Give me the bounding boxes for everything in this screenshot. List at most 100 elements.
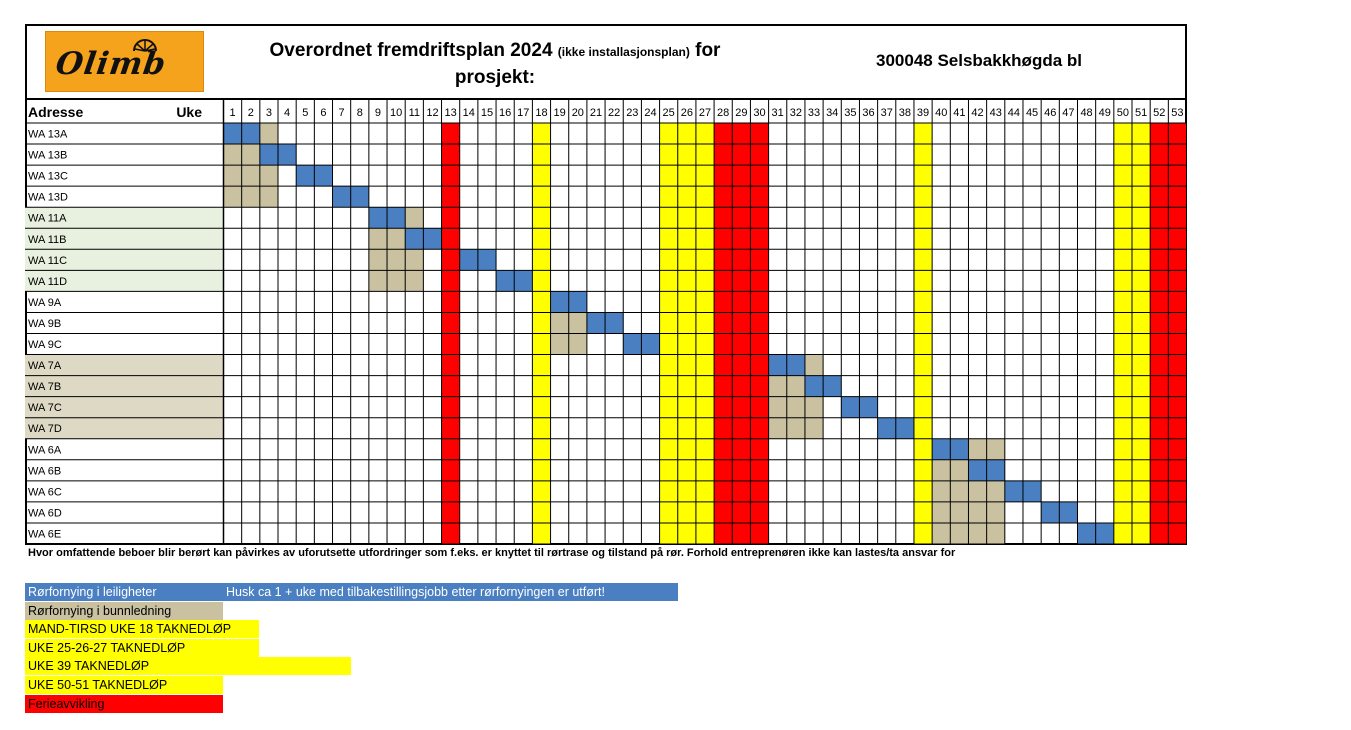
bunnledning-cell [387, 249, 406, 271]
week-number: 16 [499, 107, 511, 119]
leilighet-cell [1095, 522, 1114, 544]
address-header: Adresse [28, 104, 83, 120]
legend-note: Husk ca 1 + uke med tilbakestillingsjobb… [223, 583, 678, 601]
bunnledning-cell [387, 270, 406, 292]
week-number: 51 [1135, 107, 1147, 119]
leilighet-cell [1077, 522, 1096, 544]
week-number: 9 [375, 107, 381, 119]
bunnledning-cell [932, 480, 951, 502]
page-title: Overordnet fremdriftsplan 2024 (ikke ins… [240, 38, 750, 91]
week-number: 48 [1080, 107, 1092, 119]
week-number: 27 [699, 107, 711, 119]
week-number: 25 [663, 107, 675, 119]
bunnledning-cell [387, 228, 406, 250]
bunnledning-cell [405, 249, 424, 271]
address-label: WA 9A [28, 297, 62, 309]
address-band [25, 375, 223, 397]
bunnledning-cell [768, 417, 787, 439]
leilighet-cell [895, 417, 914, 439]
leilighet-cell [459, 249, 478, 271]
leilighet-cell [623, 333, 642, 355]
leilighet-cell [314, 165, 333, 187]
legend-item: UKE 50-51 TAKNEDLØP [25, 676, 223, 694]
bunnledning-cell [986, 501, 1005, 523]
address-label: WA 9C [28, 339, 62, 351]
week-number: 21 [590, 107, 602, 119]
address-label: WA 13A [28, 129, 68, 141]
bunnledning-cell [950, 480, 969, 502]
leilighet-cell [1022, 480, 1042, 502]
address-label: WA 6B [28, 465, 61, 477]
address-label: WA 13C [28, 171, 68, 183]
week-number: 33 [808, 107, 820, 119]
leilighet-cell [568, 291, 587, 313]
leilighet-cell [641, 333, 660, 355]
leilighet-cell [1004, 480, 1023, 502]
legend-label: MAND-TIRSD UKE 18 TAKNEDLØP [28, 622, 232, 637]
address-label: WA 13B [28, 150, 67, 162]
address-label: WA 7A [28, 360, 62, 372]
leilighet-cell [804, 375, 824, 397]
leilighet-cell [968, 459, 987, 481]
week-number: 22 [608, 107, 620, 119]
title-tail: for [695, 40, 721, 61]
week-number: 37 [881, 107, 893, 119]
week-number: 10 [390, 107, 402, 119]
address-band [25, 354, 223, 376]
bunnledning-cell [405, 207, 424, 229]
week-number: 28 [717, 107, 729, 119]
gear-icon [133, 39, 157, 52]
leilighet-cell [477, 249, 497, 271]
bunnledning-cell [550, 312, 569, 334]
leilighet-cell [423, 228, 442, 250]
leilighet-cell [496, 270, 515, 292]
week-number: 29 [735, 107, 747, 119]
address-band [25, 207, 223, 229]
bunnledning-cell [986, 438, 1005, 460]
bunnledning-cell [259, 186, 279, 208]
address-label: WA 7B [28, 381, 61, 393]
week-number: 31 [772, 107, 784, 119]
week-number: 40 [935, 107, 947, 119]
bunnledning-cell [223, 144, 242, 166]
week-number: 53 [1171, 107, 1183, 119]
bunnledning-cell [968, 501, 987, 523]
week-number: 34 [826, 107, 838, 119]
address-label: WA 11B [28, 234, 67, 246]
leilighet-cell [1041, 501, 1060, 523]
leilighet-cell [223, 123, 242, 145]
leilighet-cell [368, 207, 388, 229]
week-number: 13 [445, 107, 457, 119]
bunnledning-cell [768, 396, 787, 418]
week-number: 45 [1026, 107, 1038, 119]
leilighet-cell [350, 186, 369, 208]
leilighet-cell [859, 396, 878, 418]
address-band [25, 396, 223, 418]
legend-label: Rørfornying i leiligheter [28, 585, 157, 599]
leilighet-cell [823, 375, 842, 397]
legend-item: UKE 39 TAKNEDLØP [25, 657, 351, 676]
leilighet-cell [768, 354, 787, 376]
bunnledning-cell [950, 501, 969, 523]
leilighet-cell [786, 354, 805, 376]
address-label: WA 6A [28, 444, 62, 456]
bunnledning-cell [932, 522, 951, 544]
bunnledning-cell [804, 354, 824, 376]
bunnledning-cell [768, 375, 787, 397]
bunnledning-cell [968, 438, 987, 460]
week-number: 18 [535, 107, 547, 119]
week-number: 46 [1044, 107, 1056, 119]
bunnledning-cell [968, 522, 987, 544]
bunnledning-cell [932, 459, 951, 481]
title-line2: prosjekt: [454, 67, 536, 88]
address-band [25, 249, 223, 271]
week-number: 7 [339, 107, 345, 119]
week-number: 20 [572, 107, 584, 119]
leilighet-cell [259, 144, 279, 166]
bunnledning-cell [932, 501, 951, 523]
leilighet-cell [877, 417, 896, 439]
bunnledning-cell [368, 249, 388, 271]
bunnledning-cell [550, 333, 569, 355]
bunnledning-cell [986, 522, 1005, 544]
